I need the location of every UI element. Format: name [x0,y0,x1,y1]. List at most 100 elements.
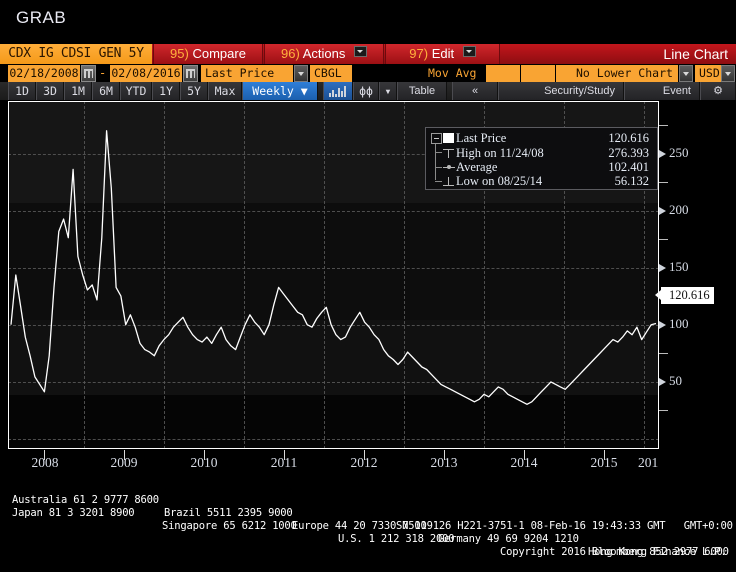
footer-line-3: SN 119126 H221-3751-1 08-Feb-16 19:43:33… [0,507,736,532]
gridline-v [404,101,405,449]
legend-row-last-price: Last Price 120.616 [426,131,657,146]
gridline-h [8,154,659,155]
period-1y[interactable]: 1Y [152,82,180,100]
actions-number: 96) [281,46,300,61]
compare-label: Compare [192,46,246,61]
gridline-h [8,382,659,383]
security-study-button[interactable]: Security/Study [498,82,624,100]
gridline-v [644,101,645,449]
x-tick-label: 201 [638,455,659,470]
y-tick-minor [659,353,668,354]
source-input[interactable]: CBGL [310,65,352,82]
edit-number: 97) [409,46,429,61]
gridline-v [164,101,165,449]
currency-select[interactable]: USD [695,65,722,82]
period-1m[interactable]: 1M [64,82,92,100]
date-from-input[interactable]: 02/18/2008 [8,65,80,82]
x-tick-label: 2010 [190,455,218,470]
lower-chart-select[interactable]: No Lower Chart [572,65,678,82]
y-tick-minor [659,125,668,126]
y-tick-label: 250 [669,145,689,160]
x-tick [444,450,445,460]
period-5y[interactable]: 5Y [180,82,208,100]
legend-label: Average [456,160,498,174]
y-tick-minor [659,410,668,411]
chart-band [8,395,659,449]
gridline-h [8,325,659,326]
price-field-select[interactable]: Last Price [201,65,293,82]
gear-icon[interactable]: ⚙ [700,82,736,100]
line-chart-icon[interactable] [323,82,353,100]
legend-value: 276.393 [608,146,649,160]
table-button[interactable]: Table [397,82,447,100]
price-field-dropdown-icon[interactable] [294,65,308,82]
chart-legend[interactable]: Last Price 120.616 High on 11/24/08 276.… [425,127,658,190]
gridline-h [8,211,659,212]
sparkline-glyph [329,85,349,97]
footer-phone-australia: Australia 61 2 9777 8600 [12,494,159,506]
gridline-v [564,101,565,449]
x-tick-label: 2012 [350,455,378,470]
legend-row-average: Average 102.401 [426,160,657,175]
x-tick [284,450,285,460]
bloomberg-terminal-screen: GRAB CDX IG CDSI GEN 5Y 95) Compare 96) … [0,0,736,558]
calendar-icon-from[interactable] [81,65,96,82]
date-to-input[interactable]: 02/08/2016 [110,65,182,82]
footer-line-2: Japan 81 3 3201 8900 Singapore 65 6212 1… [0,494,736,558]
collapse-button[interactable]: « [452,82,498,100]
x-tick [124,450,125,460]
edit-button[interactable]: 97) Edit [385,44,500,64]
legend-row-low: Low on 08/25/14 56.132 [426,174,657,189]
compare-button[interactable]: 95) Compare [153,44,263,64]
title-bar: GRAB [0,0,736,42]
frequency-select[interactable]: Weekly ▼ [242,82,318,100]
x-tick-label: 2015 [590,455,618,470]
legend-label: Low on 08/25/14 [456,174,543,188]
period-ytd[interactable]: YTD [120,82,152,100]
gridline-v [484,101,485,449]
legend-tree-node [435,181,442,182]
candlestick-icon[interactable]: ϕϕ [353,82,379,100]
high-marker-icon [443,149,454,158]
y-tick-major [659,378,666,386]
low-marker-icon [443,177,454,186]
footer-phone-japan: Japan 81 3 3201 8900 [12,507,135,519]
x-tick-label: 2011 [270,455,298,470]
compare-number: 95) [170,46,189,61]
period-max[interactable]: Max [208,82,242,100]
chart-type-label: Line Chart [663,46,728,62]
mov-avg-field-1[interactable] [486,65,520,82]
actions-button[interactable]: 96) Actions [264,44,384,64]
edit-label: Edit [431,46,455,61]
footer-copyright: Copyright 2016 Bloomberg Finance L.P. [500,546,727,558]
x-tick [44,450,45,460]
actions-label: Actions [302,46,346,61]
x-tick [204,450,205,460]
period-3d[interactable]: 3D [36,82,64,100]
y-axis: 250 200 150 100 50 120.616 [655,101,736,449]
date-range-separator: - [99,66,107,80]
calendar-icon-to[interactable] [183,65,198,82]
period-6m[interactable]: 6M [92,82,120,100]
y-tick-label: 100 [669,316,689,331]
x-tick-label: 2009 [110,455,138,470]
chart-band [8,203,659,320]
gridline-v [244,101,245,449]
event-button[interactable]: Event [624,82,700,100]
chart-style-dropdown-icon[interactable]: ▾ [379,82,397,100]
x-tick-label: 2014 [510,455,538,470]
chevron-down-icon [462,46,476,57]
legend-tree-node [435,152,442,153]
security-tab[interactable]: CDX IG CDSI GEN 5Y [0,44,152,64]
y-tick-major [659,321,666,329]
frequency-label: Weekly [252,84,294,98]
y-tick-label: 200 [669,202,689,217]
y-tick-minor [659,182,668,183]
legend-tree-line [435,138,436,180]
lower-chart-dropdown-icon[interactable] [679,65,693,82]
x-axis: 2008 2009 2010 2011 2012 2013 2014 2015 … [8,450,659,472]
mov-avg-field-2[interactable] [521,65,555,82]
currency-dropdown-icon[interactable] [721,65,735,82]
period-1d[interactable]: 1D [8,82,36,100]
collapse-icon[interactable] [431,133,442,144]
